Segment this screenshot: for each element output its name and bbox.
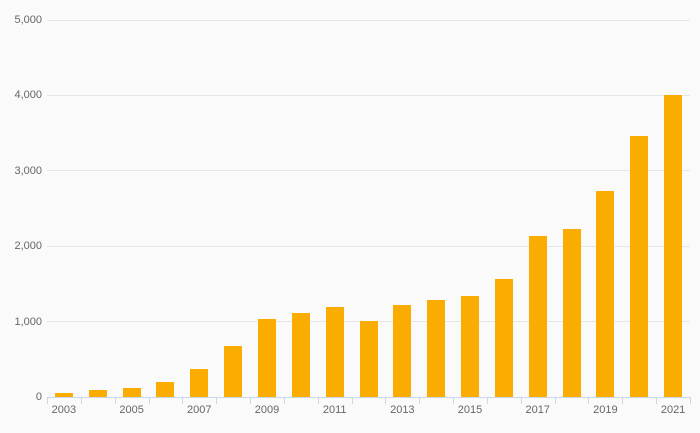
bar-2004[interactable] — [88, 390, 107, 397]
y-gridline — [47, 19, 690, 21]
x-axis-tick-label: 2009 — [254, 404, 280, 416]
x-axis-tick — [554, 398, 556, 404]
x-axis-tick-label: 2003 — [51, 404, 77, 416]
x-axis-tick — [453, 398, 455, 404]
bar-2007[interactable] — [190, 368, 209, 397]
x-axis-tick — [351, 398, 353, 404]
bar-2006[interactable] — [156, 382, 175, 397]
bar-2008[interactable] — [224, 346, 243, 397]
y-gridline — [47, 170, 690, 172]
x-axis-tick-label: 2015 — [457, 404, 483, 416]
x-axis-tick — [385, 398, 387, 404]
y-axis-tick-label: 4,000 — [14, 89, 42, 102]
y-axis-tick-label: 0 — [35, 391, 42, 403]
x-axis-tick — [690, 398, 691, 404]
x-axis-tick-label: 2017 — [525, 404, 550, 416]
x-axis-tick — [588, 398, 590, 404]
y-axis-tick-label: 3,000 — [14, 164, 42, 177]
bar-2009[interactable] — [257, 319, 276, 397]
x-axis-line — [47, 397, 691, 398]
x-axis-tick — [114, 398, 116, 404]
x-axis-tick-label: 2021 — [660, 404, 686, 416]
y-axis-tick-label: 5,000 — [14, 14, 42, 26]
x-axis-tick — [520, 398, 522, 404]
x-axis-tick-label: 2011 — [322, 404, 347, 416]
x-axis-tick — [148, 398, 150, 404]
bar-2013[interactable] — [393, 305, 412, 397]
bar-2014[interactable] — [427, 299, 446, 397]
x-axis-tick — [182, 398, 184, 404]
x-axis-tick-label: 2005 — [119, 404, 144, 416]
x-axis-tick — [622, 398, 624, 404]
x-axis-tick — [486, 398, 488, 404]
x-axis-tick — [317, 398, 319, 404]
bar-2021[interactable] — [664, 95, 683, 397]
y-gridline — [47, 245, 690, 247]
x-axis-tick-label: 2007 — [187, 404, 212, 416]
bar-2005[interactable] — [122, 387, 141, 397]
bar-2019[interactable] — [596, 191, 615, 397]
y-axis-tick-label: 1,000 — [14, 315, 42, 328]
x-axis-tick — [216, 398, 218, 404]
bar-2012[interactable] — [359, 320, 378, 397]
y-axis-tick-label: 2,000 — [14, 240, 42, 253]
bar-2003[interactable] — [54, 392, 73, 397]
y-gridline — [47, 94, 690, 96]
x-axis-tick — [47, 398, 48, 404]
bar-2016[interactable] — [494, 279, 513, 397]
x-axis-tick — [250, 398, 252, 404]
bar-2011[interactable] — [325, 307, 344, 397]
x-axis-tick-label: 2019 — [593, 404, 618, 416]
bar-2010[interactable] — [291, 312, 310, 397]
bar-2018[interactable] — [562, 228, 581, 397]
bar-2017[interactable] — [528, 236, 547, 397]
x-axis-tick — [419, 398, 421, 404]
x-axis-tick — [283, 398, 285, 404]
x-axis-tick-label: 2013 — [390, 404, 415, 416]
x-axis-tick — [656, 398, 658, 404]
x-axis-tick — [80, 398, 82, 404]
bar-2015[interactable] — [461, 296, 480, 397]
bar-2020[interactable] — [630, 136, 649, 397]
